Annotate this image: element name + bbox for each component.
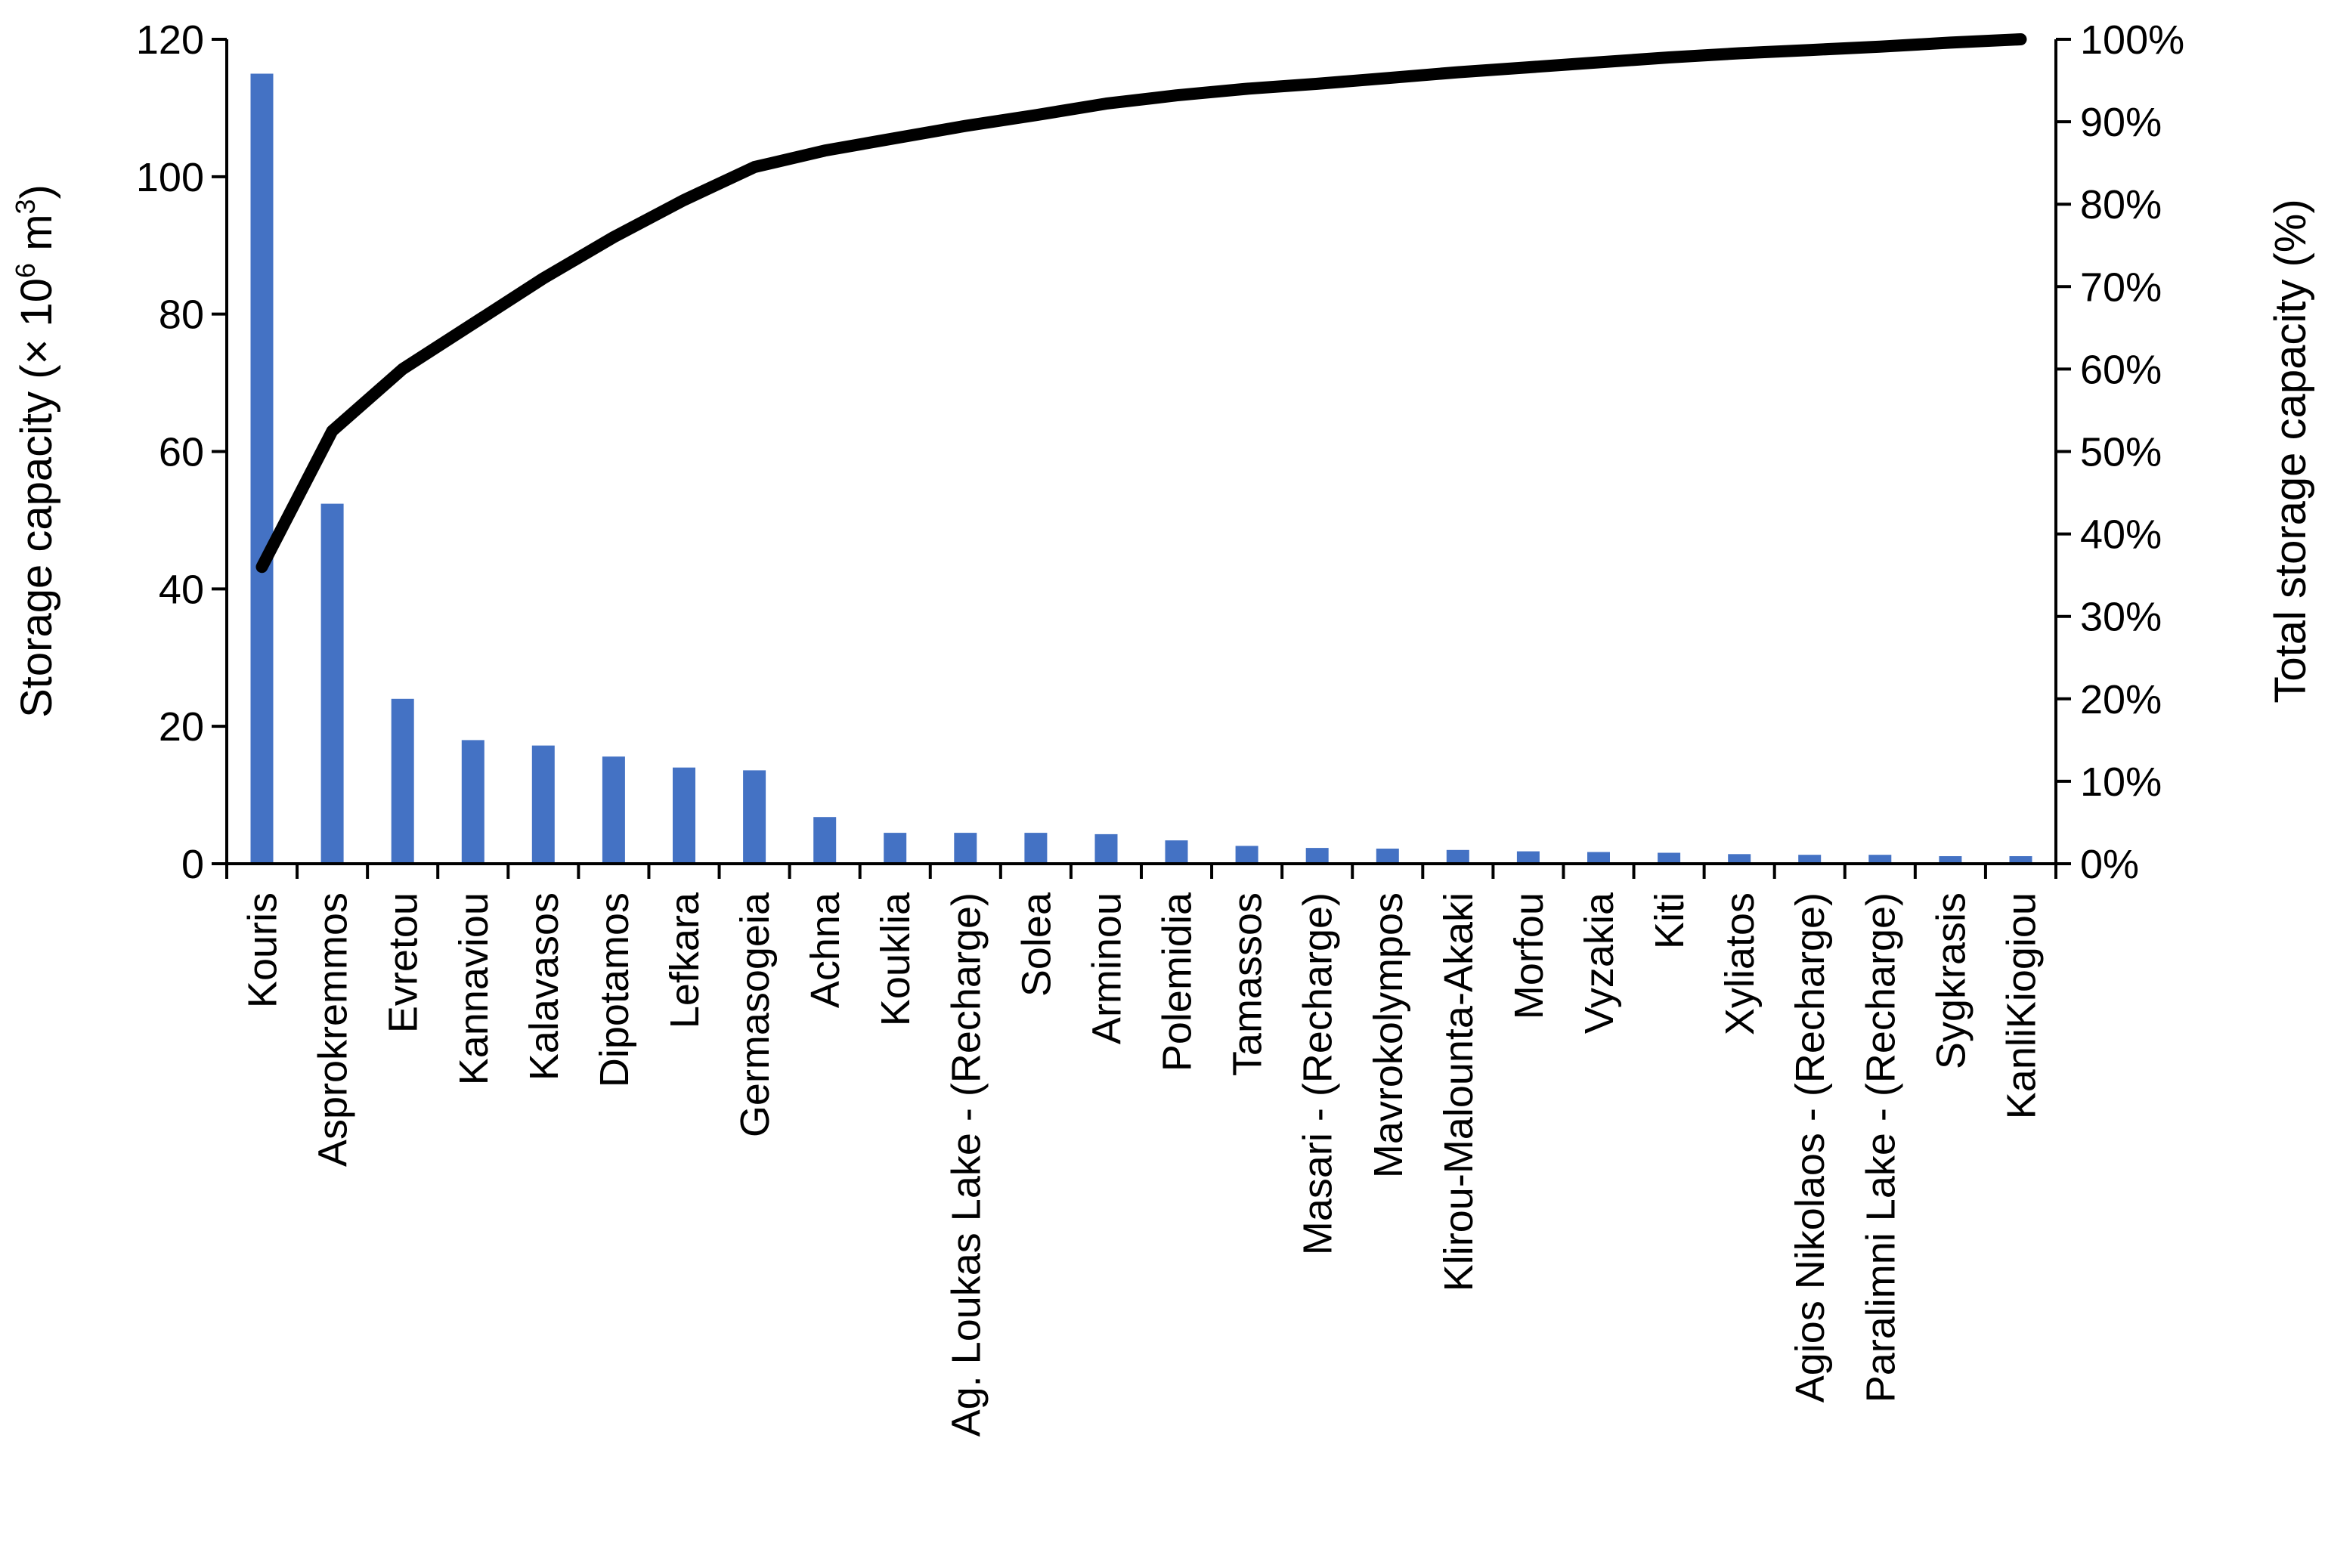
bar-kalavasos: [531, 745, 555, 864]
category-label: Polemidia: [1155, 892, 1200, 1072]
bar-masari-recharge-: [1305, 848, 1329, 864]
right-tick-label: 60%: [2080, 347, 2162, 392]
right-tick-label: 80%: [2080, 182, 2162, 227]
category-label: Lefkara: [662, 892, 707, 1028]
category-label: Kouris: [240, 892, 286, 1008]
bar-polemidia: [1165, 840, 1188, 864]
category-label: Morfou: [1506, 892, 1552, 1019]
bar-achna: [813, 817, 837, 864]
left-tick-label: 60: [159, 430, 204, 475]
cumulative-line: [255, 33, 2027, 574]
category-label: Tamassos: [1225, 892, 1271, 1076]
bar-klirou-malounta-akaki: [1446, 849, 1469, 864]
bar-paralimni-lake-recharge-: [1868, 855, 1892, 864]
category-label: Kannaviou: [451, 892, 497, 1085]
right-tick-label: 40%: [2080, 512, 2162, 558]
bar-agios-nikolaos-recharge-: [1798, 855, 1822, 864]
left-tick-label: 40: [159, 567, 204, 612]
right-tick-label: 50%: [2080, 430, 2162, 475]
left-axis-ticks: 0 20 40 60 80 100 120: [136, 17, 227, 887]
category-label: KanliKiogiou: [1999, 892, 2045, 1119]
category-label: Xyliatos: [1717, 892, 1763, 1035]
category-label: Mavrokolympos: [1366, 892, 1411, 1178]
bar-arminou: [1094, 833, 1118, 864]
bar-series: [250, 73, 2032, 864]
left-tick-label: 100: [136, 155, 204, 200]
right-tick-label: 100%: [2080, 17, 2184, 63]
bar-solea: [1024, 833, 1048, 864]
bar-sygkrasis: [1939, 856, 1962, 864]
category-label: Kiti: [1647, 892, 1692, 949]
right-tick-label: 70%: [2080, 264, 2162, 310]
left-tick-label: 80: [159, 292, 204, 338]
bar-lefkara: [673, 767, 695, 864]
left-tick-label: 20: [159, 704, 204, 750]
bar-evretou: [391, 698, 414, 864]
bar-kouklia: [884, 833, 907, 864]
bar-xyliatos: [1728, 854, 1751, 864]
category-label: Kalavasos: [522, 892, 567, 1081]
right-tick-label: 90%: [2080, 100, 2162, 145]
category-label: Asprokremmos: [311, 892, 356, 1167]
bar-kouris: [250, 73, 274, 864]
category-label: Evretou: [381, 892, 426, 1033]
right-tick-label: 0%: [2080, 842, 2139, 887]
bar-kannaviou: [461, 740, 484, 864]
category-label: Vyzakia: [1577, 892, 1622, 1034]
left-axis-title: Storage capacity (× 106 m3): [10, 184, 61, 718]
category-label: Dipotamos: [592, 892, 637, 1087]
axes: [225, 39, 2057, 865]
bar-asprokremmos: [320, 503, 344, 864]
bar-germasogeia: [743, 770, 766, 864]
bar-dipotamos: [602, 756, 625, 864]
category-label: Paralimni Lake - (Recharge): [1858, 892, 1903, 1403]
category-label: Sygkrasis: [1928, 892, 1974, 1069]
category-label: Germasogeia: [732, 892, 778, 1137]
category-label: Achna: [803, 892, 848, 1008]
category-label: Kouklia: [873, 892, 918, 1026]
bar-kanlikiogiou: [2009, 856, 2032, 864]
category-label: Solea: [1014, 892, 1059, 997]
bar-tamassos: [1235, 846, 1258, 864]
left-tick-label: 0: [181, 842, 204, 887]
bar-vyzakia: [1587, 852, 1610, 864]
category-label: Ag. Loukas Lake - (Recharge): [943, 892, 989, 1437]
category-label: Masari - (Recharge): [1296, 892, 1341, 1255]
left-tick-label: 120: [136, 17, 204, 63]
bar-mavrokolympos: [1376, 849, 1399, 864]
category-label: Agios Nikolaos - (Recharge): [1788, 892, 1833, 1403]
category-label: Klirou-Malounta-Akaki: [1436, 892, 1481, 1291]
bar-ag-loukas-lake-recharge-: [954, 833, 977, 864]
left-axis-title-sup: 6: [10, 263, 41, 278]
category-ticks: [225, 864, 2057, 879]
category-label: Arminou: [1085, 892, 1130, 1044]
bar-kiti: [1658, 852, 1681, 864]
right-tick-label: 10%: [2080, 759, 2162, 805]
right-axis-ticks: 0% 10% 20% 30% 40% 50% 60% 70% 80% 90% 100%: [2056, 17, 2184, 887]
category-labels: Kouris Asprokremmos Evretou Kannaviou Kalava…: [240, 892, 2045, 1437]
right-axis-title: Total storage capacity (%): [2266, 199, 2315, 703]
bar-morfou: [1516, 851, 1540, 864]
right-tick-label: 20%: [2080, 677, 2162, 722]
right-tick-label: 30%: [2080, 595, 2162, 640]
